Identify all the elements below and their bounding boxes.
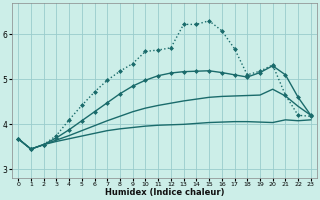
X-axis label: Humidex (Indice chaleur): Humidex (Indice chaleur) [105,188,224,197]
